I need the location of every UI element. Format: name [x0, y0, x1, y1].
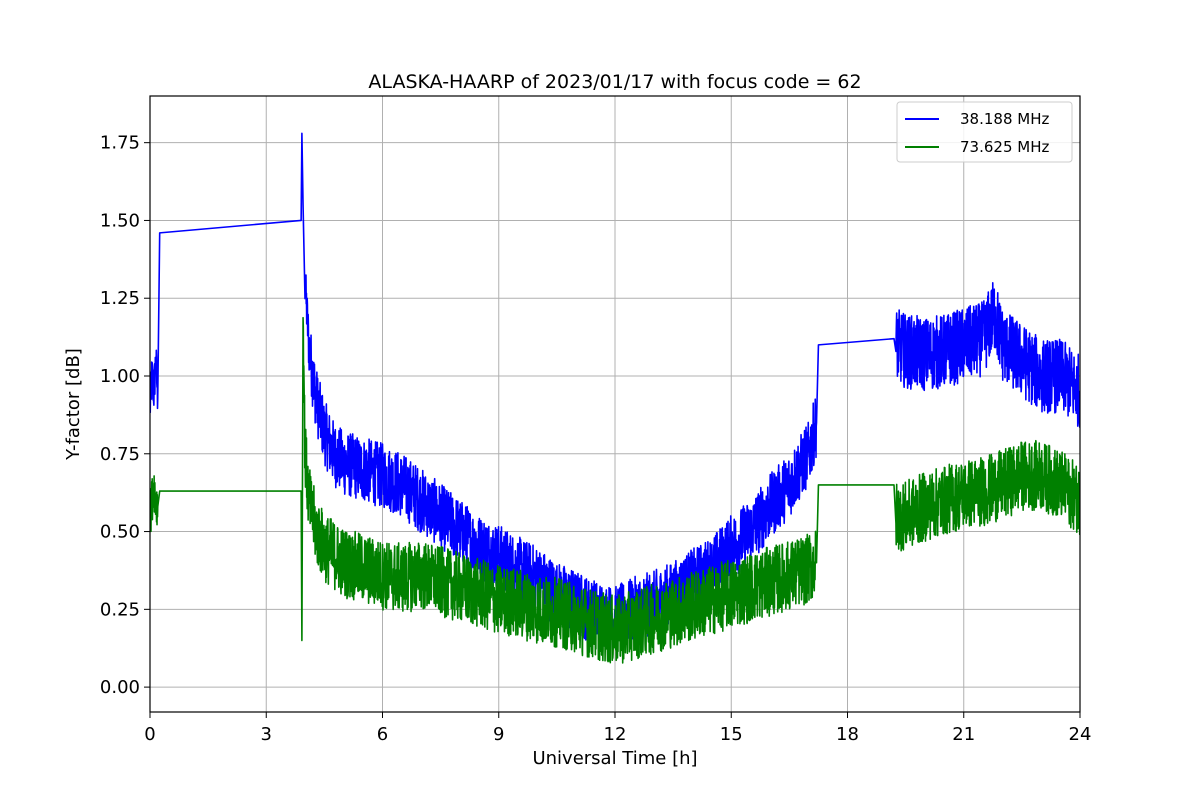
- series-line-73-625-mhz: [150, 316, 1080, 664]
- x-tick-label: 21: [952, 724, 975, 745]
- x-tick-label: 18: [836, 724, 859, 745]
- y-tick-label: 1.50: [100, 210, 140, 231]
- x-tick-label: 9: [493, 724, 504, 745]
- series-layer: [150, 132, 1080, 664]
- y-tick-label: 0.75: [100, 444, 140, 465]
- legend: 38.188 MHz 73.625 MHz: [896, 101, 1073, 163]
- y-axis-label: Y-factor [dB]: [63, 348, 84, 461]
- y-tick-label: 0.50: [100, 522, 140, 543]
- x-tick-label: 6: [377, 724, 388, 745]
- y-axis: 0.00 0.25 0.50 0.75 1.00 1.25 1.50 1.75: [100, 133, 150, 698]
- y-tick-label: 0.00: [100, 677, 140, 698]
- x-tick-label: 3: [261, 724, 272, 745]
- y-tick-label: 1.00: [100, 366, 140, 387]
- chart-title: ALASKA-HAARP of 2023/01/17 with focus co…: [368, 71, 861, 93]
- legend-box: [896, 101, 1073, 163]
- x-tick-label: 24: [1069, 724, 1092, 745]
- y-tick-label: 1.25: [100, 288, 140, 309]
- y-tick-label: 0.25: [100, 599, 140, 620]
- legend-label-73: 73.625 MHz: [960, 138, 1049, 156]
- legend-label-38: 38.188 MHz: [960, 110, 1049, 128]
- x-tick-label: 15: [720, 724, 743, 745]
- x-tick-label: 0: [144, 724, 155, 745]
- y-tick-label: 1.75: [100, 133, 140, 154]
- x-axis: 0 3 6 9 12 15 18 21 24: [144, 712, 1091, 745]
- x-axis-label: Universal Time [h]: [532, 748, 697, 769]
- x-tick-label: 12: [604, 724, 627, 745]
